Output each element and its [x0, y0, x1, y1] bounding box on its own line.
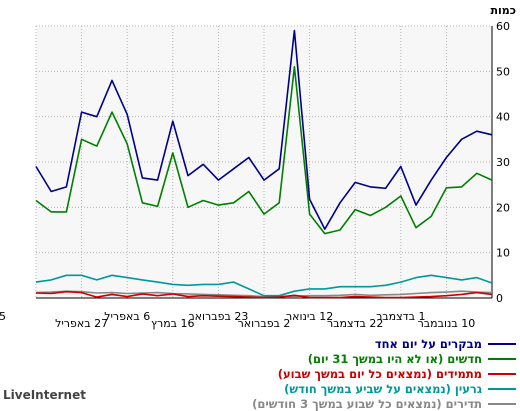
series-line	[35, 290, 493, 298]
y-tick-label: 30	[496, 156, 510, 169]
legend-swatch	[488, 342, 516, 345]
legend-swatch	[488, 372, 516, 375]
legend-item: מבקרים על יום אחד	[375, 336, 516, 351]
legend-label: חדשים (או לא היו במשך 31 יום)	[307, 351, 482, 366]
series-line	[35, 274, 493, 297]
x-tick-label: 2 בפברואר	[238, 317, 291, 330]
legend-item: גרעין (נמצאים על שביע במשך חודש)	[284, 381, 516, 396]
x-tick-label: 10 בנובמבר	[418, 317, 476, 330]
x-tick-label: 23 בפברואר	[188, 310, 248, 323]
legend-swatch	[488, 402, 516, 405]
series-line	[35, 290, 493, 299]
brand-logo-text: LiveInternet	[3, 388, 86, 402]
x-tick-label: 22 בדצמבר	[327, 317, 383, 330]
legend-item: מתמידים (נמצאים כל יום במשך שבוע)	[278, 366, 516, 381]
legend-label: מתמידים (נמצאים כל יום במשך שבוע)	[277, 366, 482, 381]
x-tick-label: 15 במאי	[0, 310, 6, 323]
x-tick-label: 12 בינואר	[286, 310, 333, 323]
x-tick-label: 27 באפריל	[55, 317, 108, 330]
legend-label: גרעין (נמצאים על שביע במשך חודש)	[284, 381, 482, 396]
series-line	[35, 66, 493, 235]
y-tick-label: 20	[496, 201, 510, 214]
x-tick-label: 16 במרץ	[151, 317, 194, 330]
y-unit-label: כמות	[491, 4, 516, 17]
legend-swatch	[488, 357, 516, 360]
legend-label: מבקרים על יום אחד	[374, 336, 482, 351]
legend-label: תדירים (נמצאים כל שבוע במשך 3 חודשים)	[252, 396, 482, 411]
y-tick-label: 0	[496, 292, 503, 305]
y-tick-label: 50	[496, 65, 510, 78]
y-tick-label: 40	[496, 111, 510, 124]
x-tick-label: 1 בדצמבר	[376, 310, 425, 323]
y-tick-label: 10	[496, 247, 510, 260]
legend-swatch	[488, 387, 516, 390]
series-line	[35, 29, 493, 230]
y-tick-label: 60	[496, 20, 510, 33]
x-tick-label: 6 באפריל	[104, 310, 150, 323]
legend-item: תדירים (נמצאים כל שבוע במשך 3 חודשים)	[252, 396, 516, 411]
legend-item: חדשים (או לא היו במשך 31 יום)	[308, 351, 516, 366]
